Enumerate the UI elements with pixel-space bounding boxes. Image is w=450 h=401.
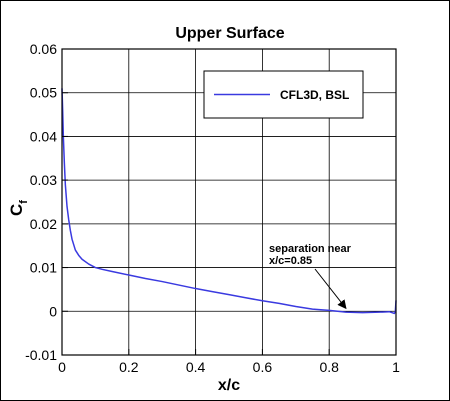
chart-title: Upper Surface: [175, 25, 284, 42]
plot-area-border: [61, 48, 397, 356]
legend-label: CFL3D, BSL: [280, 88, 349, 102]
svg-text:Cf: Cf: [7, 200, 30, 216]
y-tick-label: 0.06: [30, 41, 57, 57]
x-tick-label: 0.2: [119, 359, 139, 375]
series-line: [61, 88, 397, 315]
annotation: separation near x/c=0.85: [269, 243, 352, 310]
y-axis-label: C: [7, 204, 26, 216]
y-tick-label: -0.01: [25, 347, 57, 363]
y-axis-label-subscript: f: [18, 200, 30, 204]
x-axis-label: x/c: [218, 377, 240, 394]
x-tick-label: 0.4: [186, 359, 206, 375]
legend: CFL3D, BSL: [203, 70, 364, 119]
x-tick-label: 0.6: [253, 359, 273, 375]
series-layer: [61, 88, 397, 315]
axis-ticks: 0 0.2 0.4 0.6 0.8 1-0.0100.010.020.030.040.05…: [25, 41, 400, 375]
annotation-line-2: x/c=0.85: [269, 255, 312, 267]
x-tick-label: 1: [392, 359, 400, 375]
y-tick-label: 0.04: [30, 128, 57, 144]
annotation-line-1: separation near: [269, 243, 352, 255]
y-tick-label: 0.02: [30, 216, 57, 232]
y-tick-label: 0.05: [30, 85, 57, 101]
y-tick-label: 0: [49, 303, 57, 319]
x-tick-label: 0: [58, 359, 66, 375]
y-axis-label-group: Cf: [7, 200, 30, 216]
y-tick-label: 0.01: [30, 260, 57, 276]
annotation-arrow: [314, 268, 347, 310]
y-tick-label: 0.03: [30, 172, 57, 188]
x-tick-label: 0.8: [319, 359, 339, 375]
